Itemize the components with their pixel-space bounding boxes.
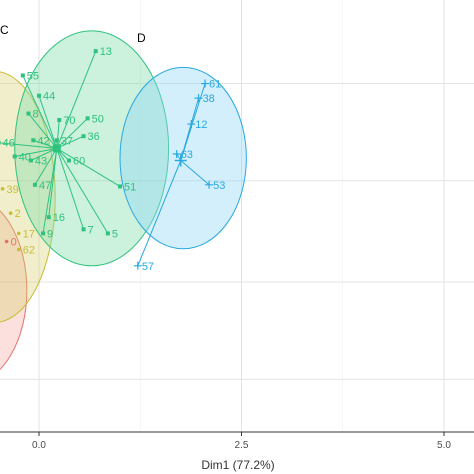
point-label-47: 47 xyxy=(39,180,51,192)
segment-57 xyxy=(137,160,182,266)
x-tick-label: 0.0 xyxy=(32,440,46,451)
point-42 xyxy=(31,138,36,143)
grid-lines xyxy=(0,0,474,432)
segment-16 xyxy=(48,148,58,218)
segment-50 xyxy=(56,118,88,149)
point-label-44: 44 xyxy=(43,91,55,103)
point-9 xyxy=(41,231,46,236)
point-label-46: 46 xyxy=(3,138,15,150)
group-label-d: D xyxy=(137,31,146,45)
group-ellipses xyxy=(0,30,247,370)
segment-55 xyxy=(22,75,58,149)
point-label-60: 60 xyxy=(73,156,85,168)
point-60 xyxy=(66,158,71,163)
point-label-43: 43 xyxy=(35,156,47,168)
point-label-50: 50 xyxy=(92,113,104,125)
point-0 xyxy=(4,239,9,244)
point-label-70: 70 xyxy=(63,115,75,127)
segment-12 xyxy=(180,123,192,161)
segment-40 xyxy=(14,147,57,157)
segment-13 xyxy=(56,50,97,149)
point-labels: 13 55 44 8 70 50 36 42 37 46 40 60 43 51 47 16 7 5 9 61 38 12… xyxy=(3,46,226,273)
point-label-16: 16 xyxy=(53,212,65,224)
point-55 xyxy=(20,73,25,78)
point-label-9: 9 xyxy=(47,228,53,240)
point-36 xyxy=(81,134,86,139)
point-label-42: 42 xyxy=(37,135,49,147)
point-13 xyxy=(93,49,98,54)
x-axis-ticks: 0.0 2.5 5.0 xyxy=(32,432,451,451)
point-label-36: 36 xyxy=(88,131,100,143)
point-label-0: 0 xyxy=(11,237,17,249)
segment-36 xyxy=(56,135,84,149)
group-name-labels: CD xyxy=(0,23,146,45)
x-tick-label: 5.0 xyxy=(437,440,451,451)
segment-46 xyxy=(0,142,57,149)
point-63 xyxy=(172,150,181,159)
x-tick-label: 2.5 xyxy=(235,440,249,451)
segment-5 xyxy=(56,148,109,234)
segment-8 xyxy=(28,113,58,149)
point-label-57: 57 xyxy=(142,261,154,273)
segment-7 xyxy=(56,148,85,230)
point-label-13: 13 xyxy=(100,46,112,58)
point-label-39: 39 xyxy=(7,184,19,196)
point-51 xyxy=(118,184,122,189)
point-label-37: 37 xyxy=(61,135,73,147)
segment-47 xyxy=(34,148,58,186)
point-label-53: 53 xyxy=(213,180,225,192)
ellipse-group-d xyxy=(119,66,247,250)
point-label-17: 17 xyxy=(23,228,35,240)
point-70 xyxy=(57,118,62,122)
centroid-segments xyxy=(0,50,210,266)
centroid-c xyxy=(52,144,61,153)
point-50 xyxy=(85,116,90,121)
point-39 xyxy=(0,187,5,191)
point-label-12: 12 xyxy=(195,119,207,131)
point-61 xyxy=(201,79,210,88)
point-label-51: 51 xyxy=(124,181,136,193)
segment-51 xyxy=(56,147,121,187)
point-37 xyxy=(54,138,59,143)
point-62 xyxy=(16,247,21,252)
point-label-2: 2 xyxy=(15,208,21,220)
point-53 xyxy=(205,180,214,189)
segment-9 xyxy=(42,148,58,234)
point-label-63: 63 xyxy=(181,149,193,161)
point-5 xyxy=(105,231,110,236)
group-label-c: C xyxy=(0,23,9,37)
point-label-61: 61 xyxy=(209,79,221,91)
ellipse-yellow-group xyxy=(0,71,56,323)
segment-53 xyxy=(180,160,210,186)
point-38 xyxy=(194,94,203,103)
point-label-38: 38 xyxy=(203,93,215,105)
point-16 xyxy=(46,215,51,220)
point-57 xyxy=(133,261,142,270)
point-label-8: 8 xyxy=(32,109,38,121)
point-label-5: 5 xyxy=(112,228,118,240)
point-2 xyxy=(8,211,13,215)
x-axis-label: Dim1 (77.2%) xyxy=(201,458,274,472)
point-12 xyxy=(187,120,196,129)
point-8 xyxy=(26,111,31,116)
point-7 xyxy=(81,227,86,232)
segment-44 xyxy=(38,95,58,149)
point-40 xyxy=(12,154,17,159)
point-label-55: 55 xyxy=(27,70,39,82)
point-47 xyxy=(32,182,37,187)
point-markers xyxy=(0,49,214,270)
point-46 xyxy=(0,140,1,145)
point-label-40: 40 xyxy=(19,151,31,163)
point-44 xyxy=(37,93,41,98)
point-label-62: 62 xyxy=(23,245,35,257)
point-17 xyxy=(16,231,21,236)
point-43 xyxy=(28,158,33,163)
segment-43 xyxy=(30,147,58,161)
point-label-7: 7 xyxy=(88,224,94,236)
